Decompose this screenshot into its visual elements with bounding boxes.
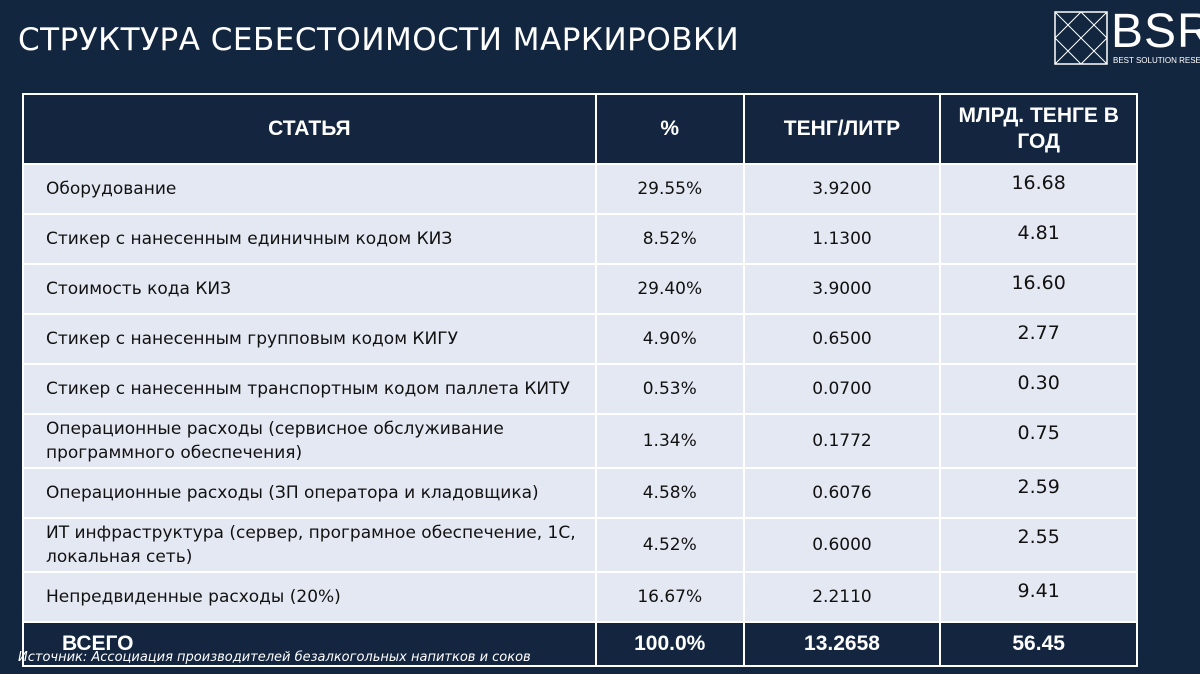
- table-row: Непредвиденные расходы (20%) 16.67% 2.2110…: [22, 571, 1138, 622]
- table-cell: ИТ инфраструктура (сервер, програмное об…: [22, 517, 597, 572]
- table-cell: 2.2110: [742, 571, 942, 622]
- total-cell: ВСЕГО: [22, 621, 597, 667]
- table-cell: Стикер с нанесенным транспортным кодом п…: [22, 363, 597, 414]
- table-cell: Непредвиденные расходы (20%): [22, 571, 597, 622]
- table-cell: Операционные расходы (сервисное обслужив…: [22, 413, 597, 468]
- header-row: СТАТЬЯ% ТЕНГ/ЛИТР МЛРД. ТЕНГЕ В ГОД: [22, 93, 1138, 165]
- table-row: Оборудование 29.55% 3.9200 16.68: [22, 163, 1138, 214]
- table-cell: 2.55: [939, 517, 1138, 572]
- column-header: %: [594, 93, 745, 165]
- table-cell: Стикер с нанесенным групповым кодом КИГУ: [22, 313, 597, 364]
- table-cell: 9.41: [939, 571, 1138, 622]
- column-header: СТАТЬЯ: [22, 93, 597, 165]
- logo-icon: [1054, 11, 1108, 65]
- table-cell: 8.52%: [594, 213, 745, 264]
- table-row: ИТ инфраструктура (сервер, програмное об…: [22, 517, 1138, 572]
- table-row: Стоимость кода КИЗ 29.40% 3.9000 16.60: [22, 263, 1138, 314]
- cost-table: СТАТЬЯ% ТЕНГ/ЛИТР МЛРД. ТЕНГЕ В ГОД Оборуд…: [22, 93, 1138, 667]
- table-cell: 2.59: [939, 467, 1138, 518]
- total-cell: 56.45: [939, 621, 1138, 667]
- table-cell: 0.30: [939, 363, 1138, 414]
- logo-subtitle: BEST SOLUTION RESEARCH: [1113, 56, 1200, 65]
- table-cell: 1.34%: [594, 413, 745, 468]
- table-cell: 0.6076: [742, 467, 942, 518]
- table-row: Стикер с нанесенным транспортным кодом п…: [22, 363, 1138, 414]
- table-cell: 3.9200: [742, 163, 942, 214]
- total-row: ВСЕГО 100.0% 13.2658 56.45: [22, 621, 1138, 667]
- table-cell: 4.90%: [594, 313, 745, 364]
- table-cell: Операционные расходы (ЗП оператора и кла…: [22, 467, 597, 518]
- column-header: ТЕНГ/ЛИТР: [742, 93, 942, 165]
- logo: BSR BEST SOLUTION RESEARCH: [1053, 8, 1200, 68]
- table-row: Стикер с нанесенным групповым кодом КИГУ…: [22, 313, 1138, 364]
- table-row: Операционные расходы (ЗП оператора и кла…: [22, 467, 1138, 518]
- source-note: Источник: Ассоциация производителей беза…: [18, 650, 531, 665]
- table-cell: 0.6000: [742, 517, 942, 572]
- table-cell: Стикер с нанесенным единичным кодом КИЗ: [22, 213, 597, 264]
- table-cell: 4.52%: [594, 517, 745, 572]
- table-cell: 2.77: [939, 313, 1138, 364]
- total-cell: 100.0%: [594, 621, 745, 667]
- table-cell: 0.0700: [742, 363, 942, 414]
- table-cell: 0.53%: [594, 363, 745, 414]
- table-cell: 0.6500: [742, 313, 942, 364]
- table-cell: Стоимость кода КИЗ: [22, 263, 597, 314]
- table-cell: 1.1300: [742, 213, 942, 264]
- table-cell: 4.58%: [594, 467, 745, 518]
- table-cell: 16.67%: [594, 571, 745, 622]
- column-header: МЛРД. ТЕНГЕ В ГОД: [939, 93, 1138, 165]
- table-cell: 4.81: [939, 213, 1138, 264]
- table-cell: 16.68: [939, 163, 1138, 214]
- total-cell: 13.2658: [742, 621, 942, 667]
- table-cell: 3.9000: [742, 263, 942, 314]
- table-row: Стикер с нанесенным единичным кодом КИЗ 8…: [22, 213, 1138, 264]
- slide-title: СТРУКТУРА СЕБЕСТОИМОСТИ МАРКИРОВКИ: [18, 22, 740, 58]
- logo-text: BSR: [1111, 8, 1200, 58]
- table-cell: 0.75: [939, 413, 1138, 468]
- table-cell: 29.40%: [594, 263, 745, 314]
- table-cell: 29.55%: [594, 163, 745, 214]
- table-cell: Оборудование: [22, 163, 597, 214]
- table-row: Операционные расходы (сервисное обслужив…: [22, 413, 1138, 468]
- table-cell: 0.1772: [742, 413, 942, 468]
- table-cell: 16.60: [939, 263, 1138, 314]
